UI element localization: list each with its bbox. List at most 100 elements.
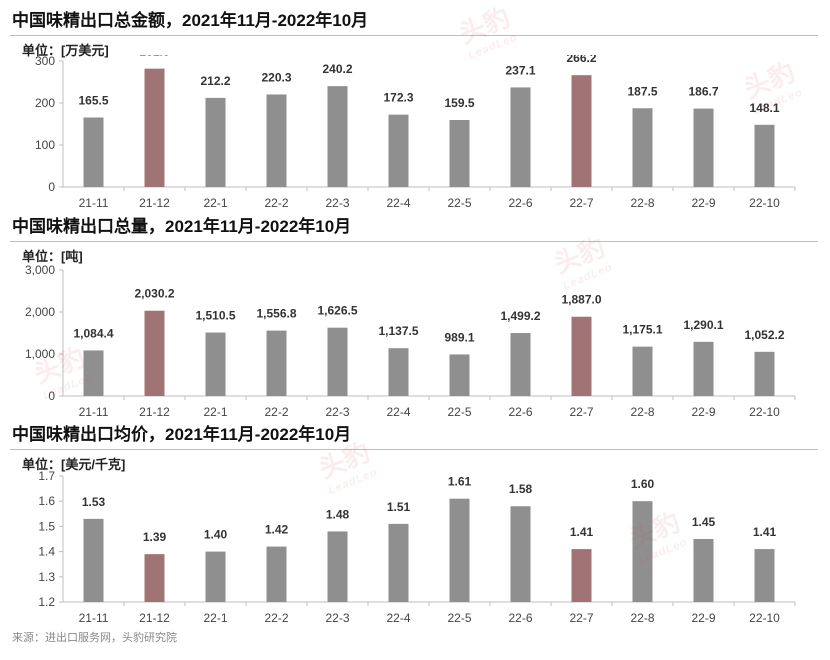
data-label-22-6: 237.1 bbox=[505, 63, 535, 77]
y-tick-label: 1.2 bbox=[38, 595, 55, 609]
source-note: 来源：进出口服务网，头豹研究院 bbox=[12, 632, 177, 644]
x-tick-label-21-12: 21-12 bbox=[139, 611, 170, 625]
data-label-22-1: 1.40 bbox=[204, 528, 228, 542]
x-tick-label-21-11: 21-11 bbox=[79, 611, 109, 625]
bar-21-11 bbox=[83, 117, 104, 187]
data-label-22-10: 1,052.2 bbox=[744, 328, 784, 342]
data-label-22-4: 1.51 bbox=[387, 500, 411, 514]
y-tick-label: 1.6 bbox=[38, 494, 55, 508]
x-tick-label-22-2: 22-2 bbox=[264, 405, 288, 419]
data-label-21-11: 1,084.4 bbox=[73, 326, 113, 340]
x-tick-label-22-1: 22-1 bbox=[203, 196, 227, 210]
data-label-22-5: 989.1 bbox=[444, 330, 474, 344]
y-tick-label: 2,000 bbox=[25, 305, 55, 319]
title-divider bbox=[10, 35, 818, 36]
x-tick-label-22-8: 22-8 bbox=[630, 405, 654, 419]
data-label-22-8: 1,175.1 bbox=[622, 323, 662, 337]
bar-22-2 bbox=[266, 94, 287, 187]
x-tick-label-22-6: 22-6 bbox=[508, 196, 532, 210]
data-label-22-1: 212.2 bbox=[200, 74, 230, 88]
bar-21-12 bbox=[144, 310, 165, 396]
data-label-22-8: 1.60 bbox=[631, 477, 655, 491]
x-tick-label-22-1: 22-1 bbox=[203, 405, 227, 419]
bar-22-7 bbox=[571, 316, 592, 396]
bar-22-9 bbox=[693, 108, 714, 187]
data-label-22-9: 1.45 bbox=[692, 515, 716, 529]
x-tick-label-22-4: 22-4 bbox=[386, 196, 410, 210]
x-tick-label-21-12: 21-12 bbox=[139, 405, 170, 419]
data-label-21-12: 2,030.2 bbox=[134, 287, 174, 301]
x-tick-label-21-11: 21-11 bbox=[79, 196, 109, 210]
chart-title: 中国味精出口总量，2021年11月-2022年10月 bbox=[12, 217, 352, 236]
bar-22-9 bbox=[693, 341, 714, 396]
x-tick-label-22-3: 22-3 bbox=[325, 611, 349, 625]
data-label-22-2: 1,556.8 bbox=[256, 307, 296, 321]
data-label-22-9: 1,290.1 bbox=[683, 318, 723, 332]
unit-label: 单位：[美元/千克] bbox=[22, 457, 126, 472]
bar-chart-volume: 0 1,000 2,000 3,000 1,084.4 21-11 2,030.2 21-12… bbox=[25, 264, 796, 419]
data-label-22-3: 1,626.5 bbox=[317, 304, 357, 318]
bar-22-8 bbox=[632, 501, 653, 602]
data-label-21-12: 281.8 bbox=[139, 55, 169, 59]
x-tick-label-22-7: 22-7 bbox=[569, 611, 593, 625]
y-tick-label: 1.3 bbox=[38, 570, 55, 584]
bar-22-5 bbox=[449, 120, 470, 187]
x-tick-label-22-7: 22-7 bbox=[569, 196, 593, 210]
data-label-22-7: 1.41 bbox=[570, 525, 594, 539]
bar-21-12 bbox=[144, 554, 165, 602]
data-label-22-3: 1.48 bbox=[326, 507, 350, 521]
unit-label: 单位：[吨] bbox=[22, 249, 83, 264]
x-tick-label-22-6: 22-6 bbox=[508, 611, 532, 625]
x-tick-label-22-7: 22-7 bbox=[569, 405, 593, 419]
bar-22-1 bbox=[205, 551, 226, 602]
bar-chart-value: 0 100 200 300 165.5 21-11 281.8 21-12 212.2 22-1 2… bbox=[35, 55, 796, 210]
bar-22-9 bbox=[693, 539, 714, 602]
data-label-22-4: 1,137.5 bbox=[378, 324, 418, 338]
bar-22-3 bbox=[327, 86, 348, 187]
data-label-22-7: 1,887.0 bbox=[561, 293, 601, 307]
y-tick-label: 1,000 bbox=[25, 347, 55, 361]
data-label-22-10: 148.1 bbox=[749, 101, 779, 115]
data-label-22-1: 1,510.5 bbox=[195, 309, 235, 323]
y-tick-label: 1.7 bbox=[38, 470, 55, 483]
title-divider bbox=[10, 449, 818, 450]
data-label-22-4: 172.3 bbox=[383, 91, 413, 105]
bar-22-4 bbox=[388, 348, 409, 396]
y-tick-label: 0 bbox=[48, 389, 55, 403]
data-label-21-11: 1.53 bbox=[82, 495, 106, 509]
data-label-22-7: 266.2 bbox=[566, 55, 596, 65]
data-label-22-2: 1.42 bbox=[265, 523, 289, 537]
x-tick-label-22-5: 22-5 bbox=[447, 196, 471, 210]
bar-22-6 bbox=[510, 87, 531, 187]
bar-22-3 bbox=[327, 327, 348, 396]
bar-22-5 bbox=[449, 498, 470, 602]
x-tick-label-22-6: 22-6 bbox=[508, 405, 532, 419]
x-tick-label-22-3: 22-3 bbox=[325, 196, 349, 210]
y-tick-label: 100 bbox=[35, 138, 55, 152]
data-label-22-10: 1.41 bbox=[753, 525, 777, 539]
x-tick-label-22-1: 22-1 bbox=[203, 611, 227, 625]
x-tick-label-21-12: 21-12 bbox=[139, 196, 170, 210]
x-tick-label-22-10: 22-10 bbox=[749, 405, 780, 419]
x-tick-label-22-8: 22-8 bbox=[630, 196, 654, 210]
x-tick-label-22-2: 22-2 bbox=[264, 611, 288, 625]
x-tick-label-21-11: 21-11 bbox=[79, 405, 109, 419]
bar-22-7 bbox=[571, 549, 592, 602]
x-tick-label-22-4: 22-4 bbox=[386, 405, 410, 419]
x-tick-label-22-4: 22-4 bbox=[386, 611, 410, 625]
x-tick-label-22-5: 22-5 bbox=[447, 611, 471, 625]
bar-21-11 bbox=[83, 350, 104, 396]
chart-title: 中国味精出口均价，2021年11月-2022年10月 bbox=[12, 425, 352, 444]
bar-22-10 bbox=[754, 124, 775, 187]
bar-22-2 bbox=[266, 546, 287, 602]
chart-panel-price: 中国味精出口均价，2021年11月-2022年10月 单位：[美元/千克] 1.… bbox=[0, 424, 830, 629]
data-label-22-2: 220.3 bbox=[261, 70, 291, 84]
y-tick-label: 1.4 bbox=[38, 545, 55, 559]
y-tick-label: 1.5 bbox=[38, 519, 55, 533]
data-label-22-6: 1,499.2 bbox=[500, 309, 540, 323]
data-label-22-3: 240.2 bbox=[322, 62, 352, 76]
bar-22-3 bbox=[327, 531, 348, 602]
data-label-22-5: 159.5 bbox=[444, 96, 474, 110]
bar-22-4 bbox=[388, 523, 409, 602]
bar-22-2 bbox=[266, 330, 287, 396]
